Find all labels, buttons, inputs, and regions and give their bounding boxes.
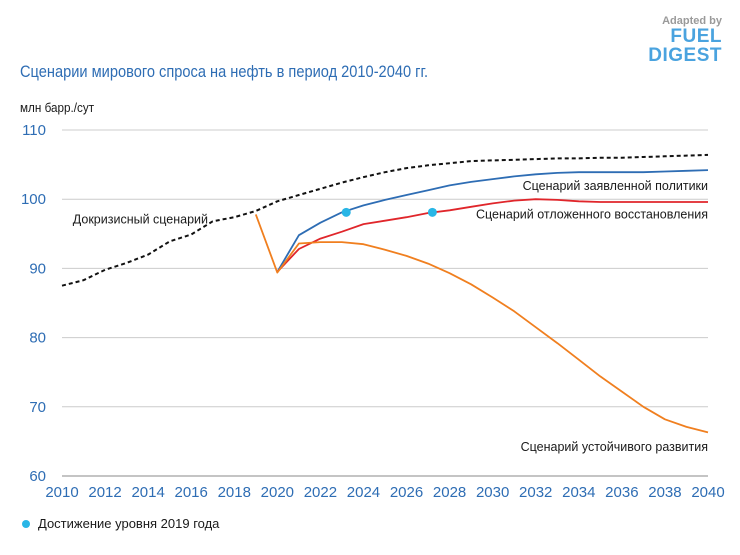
logo-adapted-by: Adapted by <box>662 15 722 27</box>
x-tick-label-2012: 2012 <box>88 484 121 501</box>
x-tick-label-2030: 2030 <box>476 484 509 501</box>
y-tick-label-70: 70 <box>29 399 46 416</box>
legend-marker-label: Достижение уровня 2019 года <box>38 516 220 531</box>
x-tick-label-2028: 2028 <box>433 484 466 501</box>
recovery-marker-1 <box>341 207 351 217</box>
legend: Достижение уровня 2019 года <box>22 516 219 531</box>
y-tick-label-90: 90 <box>29 260 46 277</box>
logo-digest: DIGEST <box>648 45 722 66</box>
annotation-stated-policies-line: Сценарий заявленной политики <box>523 179 708 193</box>
y-tick-label-110: 110 <box>22 122 46 139</box>
sustainable-development-line <box>254 214 709 434</box>
fuel-digest-logo: Adapted by FUEL DIGEST <box>648 15 722 66</box>
legend-marker-dot <box>22 519 30 528</box>
x-tick-label-2014: 2014 <box>131 484 164 501</box>
y-tick-label-60: 60 <box>29 468 46 485</box>
chart-title: Сценарии мирового спроса на нефть в пери… <box>20 62 429 81</box>
x-tick-label-2026: 2026 <box>390 484 423 501</box>
x-tick-label-2020: 2020 <box>261 484 294 501</box>
x-tick-label-2016: 2016 <box>175 484 208 501</box>
x-tick-label-2034: 2034 <box>562 484 595 501</box>
x-tick-label-2032: 2032 <box>519 484 552 501</box>
recovery-marker-2 <box>427 207 437 217</box>
x-tick-label-2010: 2010 <box>45 484 78 501</box>
precrisis-line <box>61 153 709 287</box>
annotation-delayed-recovery-line: Сценарий отложенного восстановления <box>476 208 708 222</box>
x-tick-label-2024: 2024 <box>347 484 380 501</box>
x-tick-label-2022: 2022 <box>304 484 337 501</box>
x-tick-label-2018: 2018 <box>218 484 251 501</box>
y-tick-label-100: 100 <box>21 191 46 208</box>
y-tick-label-80: 80 <box>29 330 46 347</box>
x-tick-label-2038: 2038 <box>648 484 681 501</box>
logo-fuel: FUEL <box>670 26 722 47</box>
x-tick-label-2040: 2040 <box>691 484 724 501</box>
delayed-recovery-line <box>276 198 708 273</box>
annotation-precrisis-line: Докризисный сценарий <box>73 212 208 226</box>
annotation-sustainable-development-line: Сценарий устойчивого развития <box>521 440 708 454</box>
x-tick-label-2036: 2036 <box>605 484 638 501</box>
y-axis-unit-label: млн барр./сут <box>20 100 95 115</box>
